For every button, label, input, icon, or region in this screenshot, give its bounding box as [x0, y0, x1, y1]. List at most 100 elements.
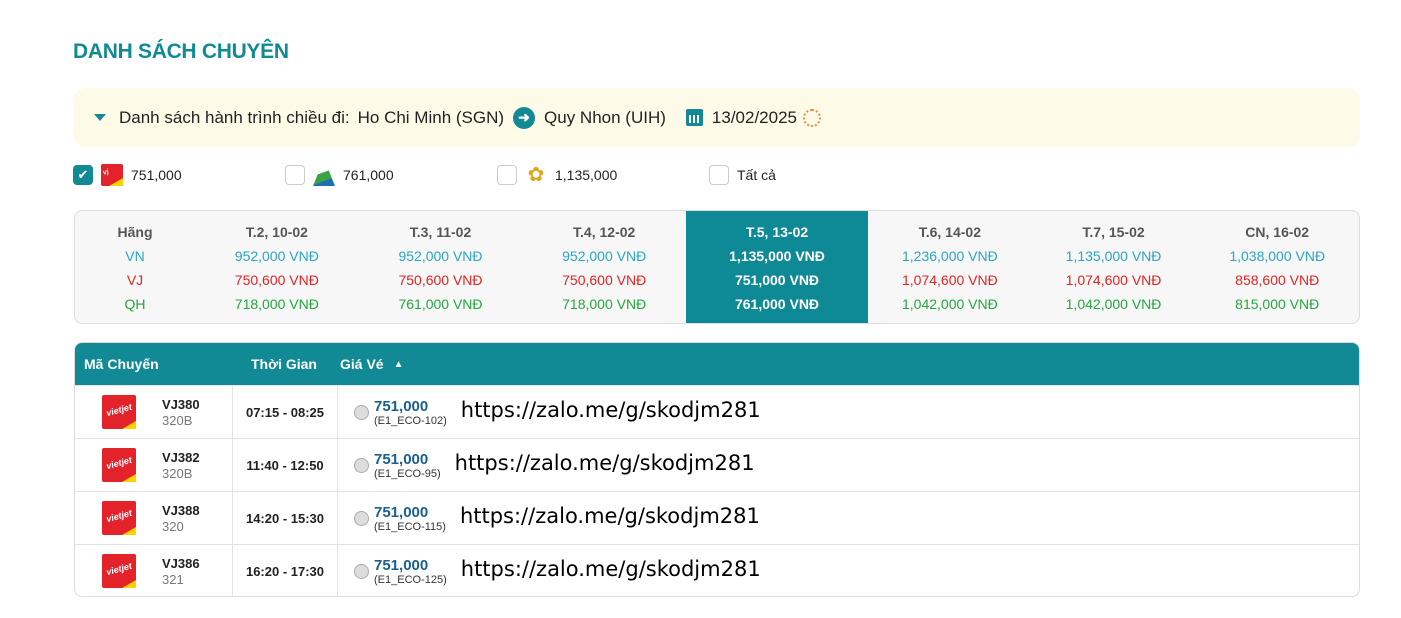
header-code[interactable]: Mã Chuyến	[84, 356, 159, 372]
fare-radio[interactable]	[354, 457, 369, 473]
fare-vn[interactable]: 1,236,000 VNĐ	[901, 248, 998, 264]
day-column[interactable]: T.4, 12-02 952,000 VNĐ 750,600 VNĐ 718,000 …	[522, 211, 686, 323]
route-to: Quy Nhon (UIH)	[544, 107, 666, 127]
day-column[interactable]: T.7, 15-02 1,135,000 VNĐ 1,074,600 VNĐ 1,04…	[1032, 211, 1196, 323]
flight-row[interactable]: vietjet VJ386 321 16:20 - 17:30 751,000 …	[75, 544, 1359, 596]
flight-time: 14:20 - 15:30	[233, 492, 338, 544]
checkbox[interactable]	[285, 165, 305, 185]
vietjet-logo: vietjet	[102, 554, 136, 588]
filter-price: 1,135,000	[555, 167, 618, 183]
flight-code: VJ388	[162, 503, 200, 518]
filter-vietjet[interactable]: ✔ vj 751,000	[73, 164, 285, 186]
fare-vn[interactable]: 1,038,000 VNĐ	[1229, 248, 1326, 264]
fare-vj[interactable]: 750,600 VNĐ	[234, 272, 319, 288]
fare-vj[interactable]: 750,600 VNĐ	[562, 272, 647, 288]
collapse-caret-icon[interactable]	[94, 114, 106, 121]
day-label: T.3, 11-02	[409, 224, 472, 240]
airline-filters: ✔ vj 751,000 761,000 ✿ 1,135,000 Tất cả	[73, 164, 776, 186]
page-title: DANH SÁCH CHUYÊN	[73, 40, 289, 63]
fare-vj[interactable]: 1,074,600 VNĐ	[901, 272, 998, 288]
fare-price: 751,000	[374, 556, 429, 574]
fare-vn[interactable]: 952,000 VNĐ	[562, 248, 647, 264]
fare-radio[interactable]	[354, 510, 369, 526]
bamboo-airways-logo	[313, 164, 335, 186]
overlay-link-text: https://zalo.me/g/skodjm281	[460, 398, 761, 422]
route-label: Danh sách hành trình chiều đi:	[119, 107, 350, 127]
fare-vn[interactable]: 1,135,000 VNĐ	[729, 248, 825, 264]
column-header: Hãng	[117, 224, 153, 240]
filter-price: 761,000	[343, 167, 394, 183]
flight-row[interactable]: vietjet VJ388 320 14:20 - 15:30 751,000 …	[75, 491, 1359, 544]
airline-code: QH	[124, 296, 146, 312]
filter-bamboo[interactable]: 761,000	[285, 164, 497, 186]
flight-code-cell: vietjet VJ388 320	[75, 492, 233, 544]
flight-code: VJ382	[162, 450, 200, 465]
checkbox-checked[interactable]: ✔	[73, 165, 93, 185]
fare-price: 751,000	[374, 397, 429, 415]
fare-vj[interactable]: 751,000 VNĐ	[734, 272, 820, 288]
airline-column: Hãng VN VJ QH	[75, 211, 195, 323]
route-date[interactable]: 13/02/2025	[711, 107, 797, 127]
overlay-link-text: https://zalo.me/g/skodjm281	[454, 451, 755, 475]
header-price[interactable]: Giá Vé	[340, 356, 384, 372]
sort-ascending-icon[interactable]: ▲	[393, 358, 404, 370]
arrow-right-icon: ➜	[513, 106, 536, 129]
aircraft-type: 320	[162, 519, 184, 534]
overlay-link-text: https://zalo.me/g/skodjm281	[459, 504, 760, 528]
aircraft-type: 320B	[162, 466, 193, 481]
flight-time: 11:40 - 12:50	[233, 439, 338, 491]
fare-price: 751,000	[374, 503, 429, 521]
airline-code: VN	[125, 248, 145, 264]
fare-qh[interactable]: 815,000 VNĐ	[1235, 296, 1320, 312]
fare-class: (E1_ECO-102)	[374, 414, 447, 427]
route-from: Ho Chi Minh (SGN)	[357, 107, 505, 127]
flight-code: VJ386	[162, 556, 200, 571]
filter-all-label: Tất cả	[737, 167, 776, 183]
fare-vn[interactable]: 952,000 VNĐ	[398, 248, 483, 264]
fare-vn[interactable]: 1,135,000 VNĐ	[1065, 248, 1162, 264]
vietjet-logo: vj	[101, 164, 123, 186]
fare-qh[interactable]: 1,042,000 VNĐ	[901, 296, 998, 312]
checkbox[interactable]	[497, 165, 517, 185]
fare-vj[interactable]: 750,600 VNĐ	[398, 272, 483, 288]
day-label: CN, 16-02	[1245, 224, 1310, 240]
aircraft-type: 321	[162, 572, 184, 587]
day-column[interactable]: T.5, 13-02 1,135,000 VNĐ 751,000 VNĐ 761,00…	[686, 211, 869, 323]
route-bar: Danh sách hành trình chiều đi: Ho Chi Mi…	[74, 88, 1360, 147]
price-calendar-table: Hãng VN VJ QH T.2, 10-02 952,000 VNĐ 750,6…	[74, 210, 1360, 324]
fare-qh[interactable]: 718,000 VNĐ	[234, 296, 319, 312]
header-time[interactable]: Thời Gian	[251, 356, 317, 372]
price-cell: 751,000 (E1_ECO-115) https://zalo.me/g/s…	[338, 492, 1359, 544]
day-column[interactable]: T.6, 14-02 1,236,000 VNĐ 1,074,600 VNĐ 1,04…	[868, 211, 1032, 323]
flight-code-cell: vietjet VJ380 320B	[75, 386, 233, 438]
day-label: T.7, 15-02	[1082, 224, 1145, 240]
loading-spinner-icon	[803, 108, 821, 127]
flight-table-header: Mã Chuyến Thời Gian Giá Vé ▲	[75, 343, 1359, 385]
vietjet-logo: vietjet	[102, 448, 136, 482]
vietjet-logo: vietjet	[102, 395, 136, 429]
flight-row[interactable]: vietjet VJ382 320B 11:40 - 12:50 751,000…	[75, 438, 1359, 491]
filter-vietnam-airlines[interactable]: ✿ 1,135,000	[497, 164, 709, 186]
fare-price: 751,000	[374, 450, 429, 468]
fare-qh[interactable]: 761,000 VNĐ	[398, 296, 483, 312]
price-cell: 751,000 (E1_ECO-102) https://zalo.me/g/s…	[338, 386, 1359, 438]
fare-qh[interactable]: 718,000 VNĐ	[562, 296, 647, 312]
day-column[interactable]: T.2, 10-02 952,000 VNĐ 750,600 VNĐ 718,000 …	[195, 211, 359, 323]
fare-vn[interactable]: 952,000 VNĐ	[234, 248, 319, 264]
flight-row[interactable]: vietjet VJ380 320B 07:15 - 08:25 751,000…	[75, 385, 1359, 438]
airline-code: VJ	[126, 272, 144, 288]
fare-radio[interactable]	[354, 404, 369, 420]
day-column[interactable]: CN, 16-02 1,038,000 VNĐ 858,600 VNĐ 815,000…	[1195, 211, 1359, 323]
fare-qh[interactable]: 1,042,000 VNĐ	[1065, 296, 1162, 312]
filter-price: 751,000	[131, 167, 182, 183]
fare-vj[interactable]: 858,600 VNĐ	[1235, 272, 1320, 288]
fare-vj[interactable]: 1,074,600 VNĐ	[1065, 272, 1162, 288]
filter-all[interactable]: Tất cả	[709, 165, 776, 185]
fare-qh[interactable]: 761,000 VNĐ	[734, 296, 820, 312]
overlay-link-text: https://zalo.me/g/skodjm281	[460, 557, 761, 581]
checkbox[interactable]	[709, 165, 729, 185]
fare-radio[interactable]	[354, 563, 369, 579]
vietnam-airlines-lotus-logo: ✿	[527, 164, 545, 186]
fare-class: (E1_ECO-125)	[374, 573, 447, 586]
day-column[interactable]: T.3, 11-02 952,000 VNĐ 750,600 VNĐ 761,000 …	[359, 211, 523, 323]
